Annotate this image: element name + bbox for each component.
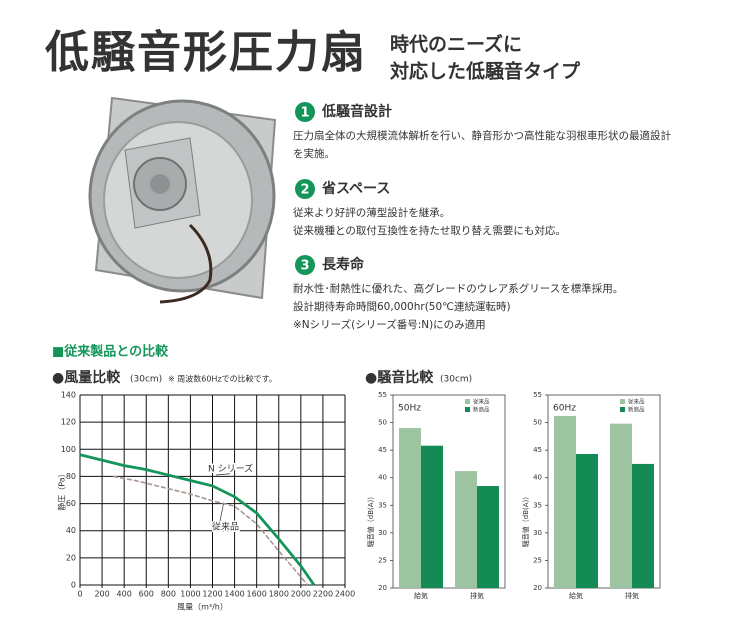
chart-note: ※ 周波数60Hzでの比較です。	[168, 374, 277, 384]
x-tick-label: 400	[117, 590, 132, 599]
leader-line	[215, 473, 231, 476]
panel-label: 50Hz	[398, 404, 421, 414]
y-axis-label: 静圧（Pa）	[57, 469, 67, 510]
feature-title: 長寿命	[322, 256, 365, 273]
x-tick-label: 200	[94, 590, 109, 599]
y-tick-label: 140	[61, 391, 76, 400]
page-title: 低騒音形圧力扇	[45, 27, 367, 78]
y-tick-label: 0	[71, 581, 76, 590]
subtitle: 対応した低騒音タイプ	[389, 60, 581, 83]
chart-title: ●騒音比較	[365, 369, 434, 386]
x-tick-label: 1600	[246, 590, 266, 599]
y-tick-label: 55	[378, 391, 387, 399]
y-tick-label: 20	[66, 553, 76, 562]
legend-swatch	[465, 407, 470, 412]
y-axis-label: 騒音値（dB(A)）	[366, 493, 375, 548]
x-tick-label: 800	[161, 590, 176, 599]
legend-swatch	[620, 407, 625, 412]
fan-shaft	[150, 174, 170, 194]
series-label: 従来品	[212, 521, 239, 533]
y-tick-label: 30	[533, 529, 542, 537]
y-tick-label: 80	[66, 472, 76, 481]
feature-title: 低騒音設計	[321, 103, 392, 120]
y-tick-label: 60	[66, 499, 76, 508]
legend-label: 従来品	[473, 398, 490, 406]
bar	[632, 463, 654, 588]
y-axis-label: 騒音値（dB(A)）	[521, 493, 530, 548]
y-tick-label: 50	[533, 419, 542, 427]
section-title: ■従来製品との比較	[52, 344, 169, 360]
feature-text: 耐水性･耐熱性に優れた、高グレードのウレア系グリースを標準採用。	[293, 282, 623, 295]
y-tick-label: 40	[378, 474, 387, 482]
x-tick-label: 1200	[202, 590, 222, 599]
y-tick-label: 45	[378, 446, 387, 454]
bar	[477, 485, 499, 588]
x-tick-label: 1800	[269, 590, 289, 599]
series-line	[79, 453, 316, 586]
y-tick-label: 35	[378, 501, 387, 509]
legend-label: 新商品	[628, 406, 645, 414]
y-tick-label: 25	[378, 556, 387, 564]
feature-text: 圧力扇全体の大規模流体解析を行い、静音形かつ高性能な羽根車形状の最適設計	[293, 129, 671, 142]
bar	[421, 445, 443, 588]
y-tick-label: 20	[533, 584, 542, 592]
y-tick-label: 35	[533, 501, 542, 509]
y-tick-label: 100	[61, 445, 76, 454]
legend-label: 新商品	[473, 406, 490, 414]
chart-size-note: (30cm)	[130, 375, 162, 385]
plot-frame	[547, 394, 661, 589]
x-axis-label: 風量（m³/h）	[177, 603, 228, 612]
bar	[576, 454, 598, 588]
feature-text: 設計期待寿命時間60,000hr(50℃連続運転時)	[293, 300, 511, 313]
fan-cable	[159, 223, 213, 304]
y-tick-label: 20	[378, 584, 387, 592]
y-tick-label: 45	[533, 446, 542, 454]
feature-number: 1	[300, 106, 309, 121]
y-tick-label: 120	[61, 418, 76, 427]
x-tick-label: 1400	[224, 590, 244, 599]
y-tick-label: 55	[533, 391, 542, 399]
x-tick-label: 排気	[470, 591, 484, 600]
legend-label: 従来品	[628, 398, 645, 406]
fan-illustration	[88, 96, 277, 304]
y-tick-label: 40	[66, 526, 76, 535]
x-tick-label: 排気	[625, 591, 639, 600]
feature-text: を実施。	[293, 147, 335, 160]
x-tick-label: 1000	[180, 590, 200, 599]
y-tick-label: 40	[533, 474, 542, 482]
chart-size-note: (30cm)	[440, 375, 472, 385]
x-tick-label: 2200	[313, 590, 333, 599]
x-tick-label: 給気	[414, 591, 428, 600]
feature-number: 2	[300, 183, 309, 198]
feature-badge	[295, 102, 315, 122]
x-tick-label: 600	[139, 590, 154, 599]
plot-frame	[392, 394, 506, 589]
y-tick-label: 25	[533, 556, 542, 564]
subtitle: 時代のニーズに	[390, 33, 522, 56]
x-tick-label: 給気	[569, 591, 583, 600]
chart-title: ●風量比較	[52, 369, 121, 386]
leader-line	[219, 503, 224, 522]
y-tick-label: 50	[378, 419, 387, 427]
legend-swatch	[620, 399, 625, 404]
feature-text: 従来より好評の薄型設計を継承。	[293, 206, 450, 219]
legend-swatch	[465, 399, 470, 404]
panel-label: 60Hz	[553, 404, 576, 414]
feature-text: 従来機種との取付互換性を持たせ取り替え需要にも対応。	[293, 224, 566, 237]
feature-number: 3	[300, 259, 309, 274]
y-tick-label: 30	[378, 529, 387, 537]
feature-title: 省スペース	[321, 180, 390, 197]
x-tick-label: 0	[77, 590, 82, 599]
x-tick-label: 2400	[335, 590, 355, 599]
bar	[554, 415, 576, 588]
bar	[455, 471, 477, 588]
x-tick-label: 2000	[291, 590, 311, 599]
bar	[610, 423, 632, 588]
feature-badge	[295, 255, 315, 275]
series-label: N シリーズ	[208, 463, 253, 475]
feature-text: ※Nシリーズ(シリーズ番号:N)にのみ適用	[293, 318, 486, 331]
feature-badge	[295, 179, 315, 199]
bar	[399, 428, 421, 588]
